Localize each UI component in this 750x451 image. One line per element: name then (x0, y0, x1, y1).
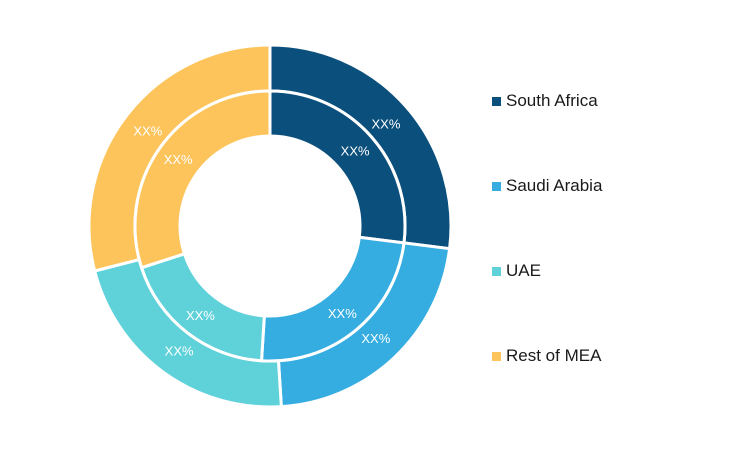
outer-ring-label-rest-of-mea: XX% (133, 124, 162, 139)
inner-ring-label-saudi-arabia: XX% (328, 306, 357, 321)
legend-item-saudi-arabia: Saudi Arabia (492, 171, 732, 201)
legend-label-south-africa: South Africa (506, 91, 598, 110)
inner-ring-slice-rest-of-mea (133, 89, 272, 270)
legend-swatch-saudi-arabia (492, 181, 501, 191)
inner-ring-label-rest-of-mea: XX% (164, 152, 193, 167)
outer-ring-label-uae: XX% (165, 344, 194, 359)
legend-item-south-africa: South Africa (492, 86, 732, 116)
outer-ring-label-saudi-arabia: XX% (361, 331, 390, 346)
inner-ring-label-uae: XX% (186, 308, 215, 323)
legend-swatch-uae (492, 266, 501, 276)
outer-ring-label-south-africa: XX% (372, 116, 401, 131)
legend-item-rest-of-mea: Rest of MEA (492, 341, 732, 371)
chart-legend: South Africa Saudi Arabia UAE Rest of ME… (492, 86, 732, 426)
legend-item-uae: UAE (492, 256, 732, 286)
legend-label-rest-of-mea: Rest of MEA (506, 346, 602, 365)
legend-label-uae: UAE (506, 261, 541, 280)
legend-label-saudi-arabia: Saudi Arabia (506, 176, 603, 195)
inner-ring-label-south-africa: XX% (341, 143, 370, 158)
legend-swatch-rest-of-mea (492, 351, 501, 361)
legend-swatch-south-africa (492, 96, 501, 106)
